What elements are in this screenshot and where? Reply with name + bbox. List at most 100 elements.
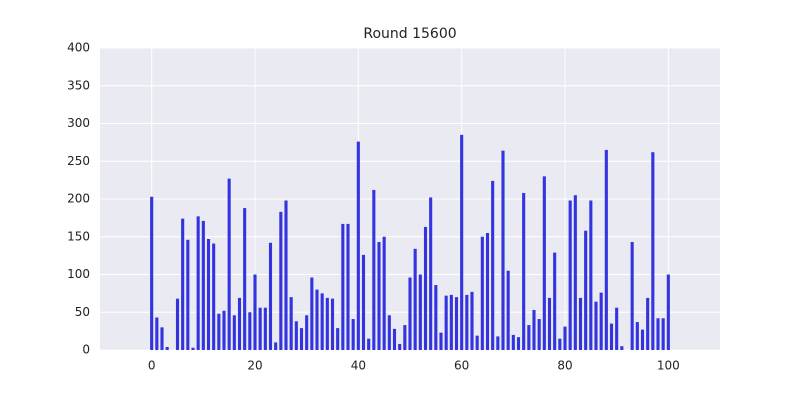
bar: [651, 152, 655, 350]
bar: [274, 342, 278, 350]
bar: [444, 295, 448, 350]
bar: [542, 176, 546, 350]
bar: [511, 334, 515, 350]
bar: [563, 326, 567, 350]
bar: [268, 242, 273, 350]
bar: [491, 180, 495, 350]
bar: [310, 277, 314, 350]
bar: [346, 223, 350, 350]
bar: [279, 211, 283, 350]
bar: [392, 328, 397, 350]
bar: [294, 321, 298, 350]
bar: [532, 309, 536, 350]
bar: [356, 141, 360, 350]
bar: [599, 292, 603, 350]
bar: [165, 346, 169, 350]
bar: [186, 239, 190, 350]
bar: [522, 192, 526, 350]
bar: [258, 307, 262, 350]
bar: [604, 149, 608, 350]
x-tick-label: 20: [247, 359, 262, 373]
bar: [496, 336, 500, 350]
bar: [320, 293, 324, 350]
bar: [547, 297, 552, 350]
y-tick-label: 200: [67, 192, 90, 206]
bar: [661, 318, 665, 350]
y-tick-label: 0: [82, 343, 90, 357]
bar: [429, 197, 433, 350]
bar: [217, 313, 221, 350]
bar: [418, 274, 422, 350]
bar: [206, 239, 211, 350]
bar: [232, 315, 236, 350]
y-tick-label: 150: [67, 229, 90, 243]
bar: [403, 325, 407, 350]
bar: [589, 200, 593, 350]
bar: [387, 315, 391, 350]
y-tick-label: 350: [67, 78, 90, 92]
bar: [160, 327, 164, 350]
y-tick-label: 250: [67, 154, 90, 168]
bar: [640, 329, 645, 350]
bar: [181, 218, 185, 350]
bar: [584, 230, 588, 350]
x-tick-label: 0: [148, 359, 156, 373]
bar: [449, 294, 453, 350]
bar: [434, 285, 438, 350]
bar: [191, 347, 195, 350]
bar: [568, 200, 572, 350]
bar: [609, 323, 614, 350]
bar: [227, 178, 231, 350]
x-tick-label: 60: [454, 359, 469, 373]
bar: [485, 232, 490, 350]
bar: [527, 325, 531, 350]
bar: [553, 252, 557, 350]
bar: [620, 346, 624, 350]
bar: [558, 338, 562, 350]
bar: [573, 195, 577, 350]
bar: [475, 335, 479, 350]
bar: [253, 274, 257, 350]
bar: [263, 307, 267, 350]
bar: [578, 297, 583, 350]
bar: [243, 208, 247, 350]
bar: [175, 298, 180, 350]
bar: [501, 150, 505, 350]
bar: [155, 317, 159, 350]
y-tick-label: 100: [67, 267, 90, 281]
bar: [367, 338, 371, 350]
bar: [408, 277, 412, 350]
bar: [594, 301, 598, 350]
bar: [361, 254, 366, 350]
bar: [289, 297, 293, 350]
bar: [454, 297, 459, 350]
x-tick-label: 40: [351, 359, 366, 373]
bar: [284, 200, 288, 350]
bar: [382, 236, 386, 350]
bar: [615, 307, 619, 350]
x-tick-label: 100: [657, 359, 680, 373]
bar: [646, 297, 650, 350]
y-tick-label: 50: [75, 305, 90, 319]
bar: [341, 223, 345, 350]
bar: [336, 328, 340, 350]
y-tick-label: 300: [67, 116, 90, 130]
bar: [212, 243, 216, 350]
bar: [248, 312, 252, 350]
bar: [470, 291, 474, 350]
x-tick-label: 80: [557, 359, 572, 373]
bar: [372, 189, 376, 350]
bar: [237, 297, 242, 350]
bar: [325, 297, 329, 350]
bar: [666, 274, 670, 350]
bar: [201, 220, 205, 350]
bar: [330, 298, 335, 350]
bar: [656, 318, 660, 350]
bar: [635, 322, 639, 350]
bar: [439, 332, 443, 350]
bar: [196, 216, 200, 350]
bar: [480, 236, 484, 350]
bar: [150, 196, 154, 350]
bar: [377, 242, 381, 350]
